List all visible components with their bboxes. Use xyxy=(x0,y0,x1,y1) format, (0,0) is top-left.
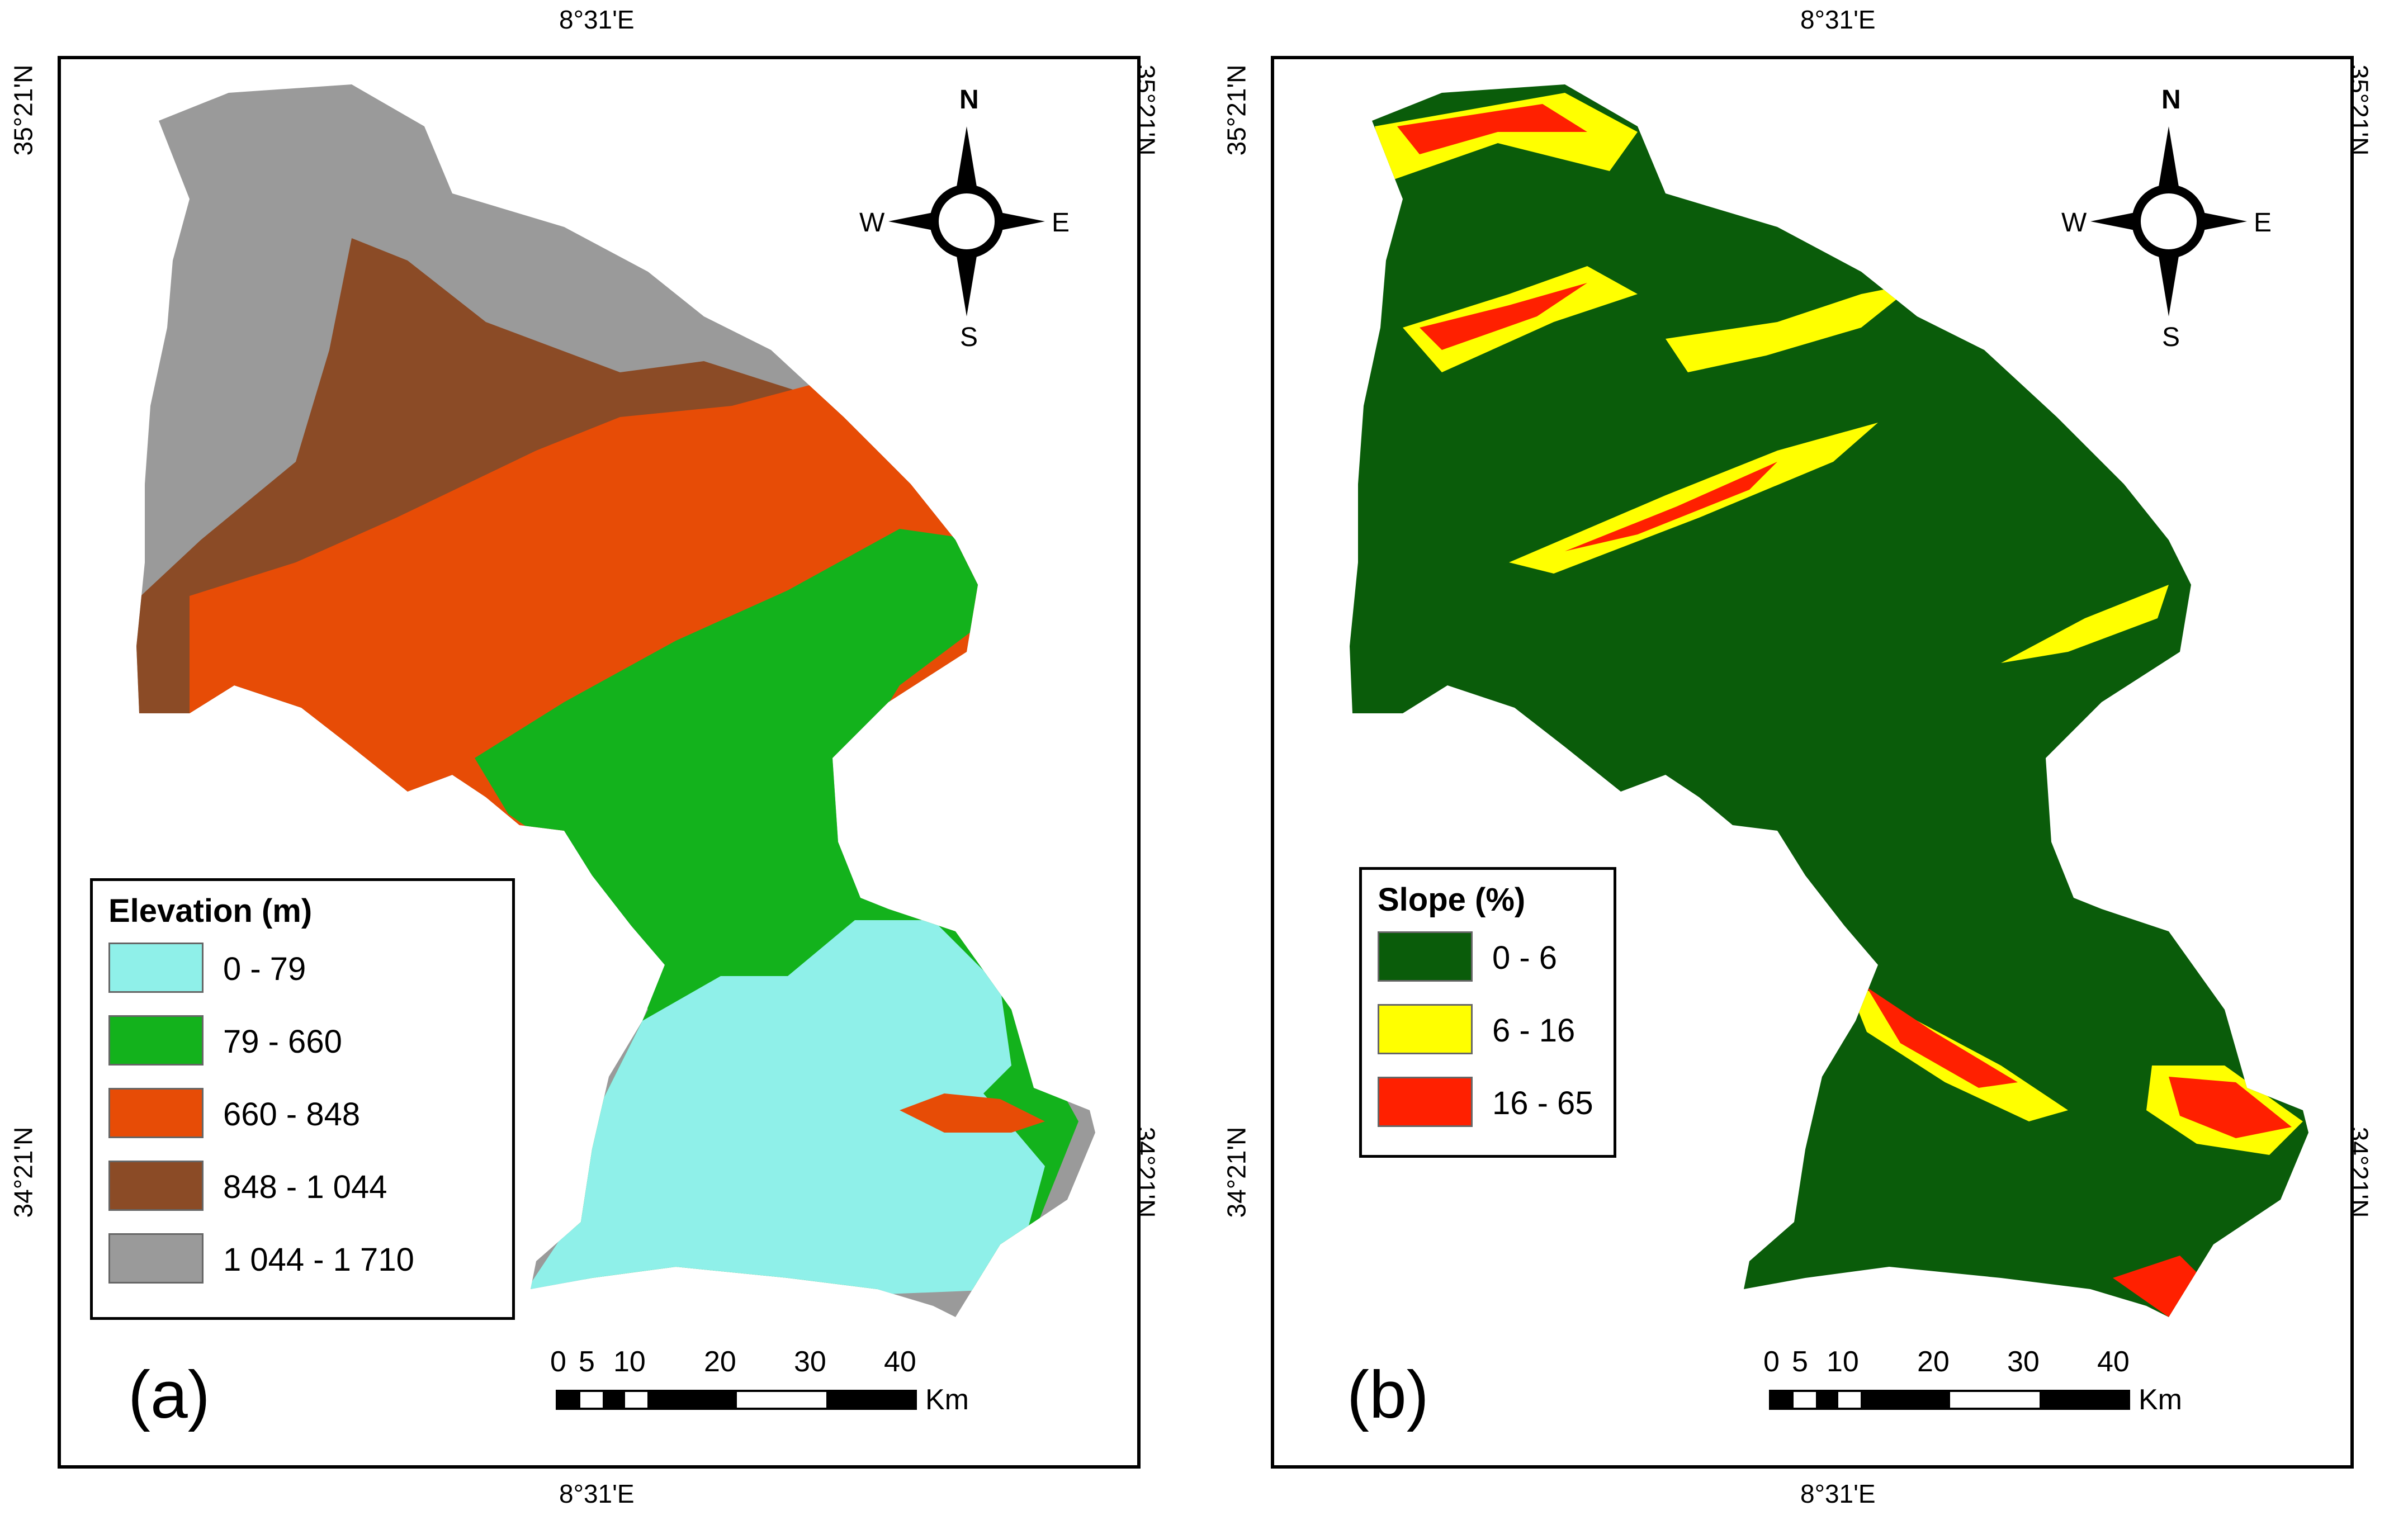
scale-tick-label: 0 xyxy=(550,1346,566,1378)
scale-tick-label: 20 xyxy=(1917,1346,1950,1378)
north-arrow: N S E W xyxy=(2057,82,2281,361)
legend-item: 79 - 660 xyxy=(108,1015,422,1071)
legend-label: 6 - 16 xyxy=(1492,1012,1576,1049)
legend-swatch xyxy=(1378,1004,1473,1054)
legend-item: 6 - 16 xyxy=(1378,1004,1691,1060)
scale-unit-label: Km xyxy=(2139,1384,2182,1416)
moderate-slope-band xyxy=(2001,585,2169,663)
compass-east-label: E xyxy=(2254,208,2272,238)
scale-tick-label: 40 xyxy=(884,1346,916,1378)
scale-tick-label: 5 xyxy=(1792,1346,1808,1378)
left-latitude-bottom-label: 34°21'N xyxy=(1222,1126,1251,1218)
steep-slope-band xyxy=(2169,1077,2292,1138)
elevation-map-frame: Elevation (m) 0 - 79 79 - 660 660 - 848 … xyxy=(58,56,1141,1469)
steep-slope-band xyxy=(1420,283,1587,350)
bottom-longitude-label: 8°31'E xyxy=(1800,1479,1876,1508)
legend-label: 79 - 660 xyxy=(223,1024,342,1060)
steep-slope-band xyxy=(1867,987,2018,1088)
compass-south-label: S xyxy=(960,323,978,352)
scale-tick-label: 20 xyxy=(704,1346,736,1378)
north-arrow: N S E W xyxy=(855,82,1078,361)
compass-east-label: E xyxy=(1052,208,1070,238)
legend-item: 0 - 79 xyxy=(108,943,422,998)
legend-item: 16 - 65 xyxy=(1378,1077,1691,1133)
compass-west-label: W xyxy=(859,208,885,238)
moderate-slope-band xyxy=(1666,283,1917,372)
compass-south-label: S xyxy=(2162,323,2180,352)
slope-legend: Slope (%) 0 - 6 6 - 16 16 - 65 xyxy=(1359,867,1616,1158)
legend-swatch xyxy=(108,1015,204,1066)
legend-item: 848 - 1 044 xyxy=(108,1161,422,1216)
compass-rose-icon xyxy=(2090,126,2247,316)
legend-label: 848 - 1 044 xyxy=(223,1169,387,1205)
scale-bar-group: 0 5 10 20 30 40 Km xyxy=(1755,1345,2225,1446)
middle-elevation-zone xyxy=(190,383,989,870)
compass-north-label: N xyxy=(959,85,979,115)
legend-swatch xyxy=(1378,931,1473,982)
top-longitude-label: 8°31'E xyxy=(1800,5,1876,34)
scale-tick-label: 30 xyxy=(794,1346,826,1378)
legend-swatch xyxy=(108,943,204,993)
legend-label: 1 044 - 1 710 xyxy=(223,1242,414,1278)
legend-swatch xyxy=(108,1233,204,1284)
compass-west-label: W xyxy=(2061,208,2087,238)
scale-bar-group: 0 5 10 20 30 40 Km xyxy=(542,1345,1011,1446)
lowland-ridge-detail xyxy=(900,1093,1045,1133)
legend-swatch xyxy=(108,1161,204,1211)
elevation-map-panel: 8°31'E 8°31'E 35°21'N 34°21'N 35°21'N 34… xyxy=(8,5,1160,1508)
elevation-legend-title: Elevation (m) xyxy=(108,893,313,929)
legend-swatch xyxy=(108,1088,204,1138)
lowest-elevation-zone xyxy=(519,920,1045,1300)
compass-rose-icon xyxy=(888,126,1045,316)
moderate-slope-band xyxy=(1509,423,1878,574)
compass-north-label: N xyxy=(2161,85,2181,115)
legend-label: 0 - 79 xyxy=(223,951,306,987)
slope-map-panel: 8°31'E 8°31'E 35°21'N 34°21'N 35°21'N 34… xyxy=(1213,0,2408,1520)
scale-bar xyxy=(1769,1390,2130,1410)
legend-label: 16 - 65 xyxy=(1492,1085,1593,1121)
bottom-longitude-label: 8°31'E xyxy=(559,1479,635,1508)
legend-item: 0 - 6 xyxy=(1378,931,1691,987)
legend-label: 0 - 6 xyxy=(1492,940,1558,976)
scale-tick-label: 10 xyxy=(1827,1346,1859,1378)
scale-tick-label: 40 xyxy=(2097,1346,2130,1378)
slope-legend-title: Slope (%) xyxy=(1378,882,1526,918)
scale-tick-label: 5 xyxy=(579,1346,595,1378)
left-latitude-top-label: 35°21'N xyxy=(1222,64,1251,156)
steep-slope-band xyxy=(1397,104,1587,154)
scale-tick-label: 30 xyxy=(2007,1346,2040,1378)
scale-bar xyxy=(556,1390,917,1410)
left-latitude-bottom-label: 34°21'N xyxy=(8,1126,38,1218)
slope-map-frame: Slope (%) 0 - 6 6 - 16 16 - 65 xyxy=(1271,56,2354,1469)
legend-swatch xyxy=(1378,1077,1473,1127)
scale-tick-label: 10 xyxy=(613,1346,646,1378)
left-latitude-top-label: 35°21'N xyxy=(8,64,38,156)
elevation-legend: Elevation (m) 0 - 79 79 - 660 660 - 848 … xyxy=(90,878,515,1320)
top-longitude-label: 8°31'E xyxy=(559,5,635,34)
moderate-slope-band xyxy=(1375,93,1638,182)
scale-unit-label: Km xyxy=(925,1384,969,1416)
scale-tick-label: 0 xyxy=(1763,1346,1780,1378)
panel-a-letter: (a) xyxy=(128,1357,210,1432)
legend-label: 660 - 848 xyxy=(223,1096,361,1133)
legend-item: 1 044 - 1 710 xyxy=(108,1233,422,1289)
legend-item: 660 - 848 xyxy=(108,1088,422,1144)
panel-b-letter: (b) xyxy=(1347,1357,1429,1432)
